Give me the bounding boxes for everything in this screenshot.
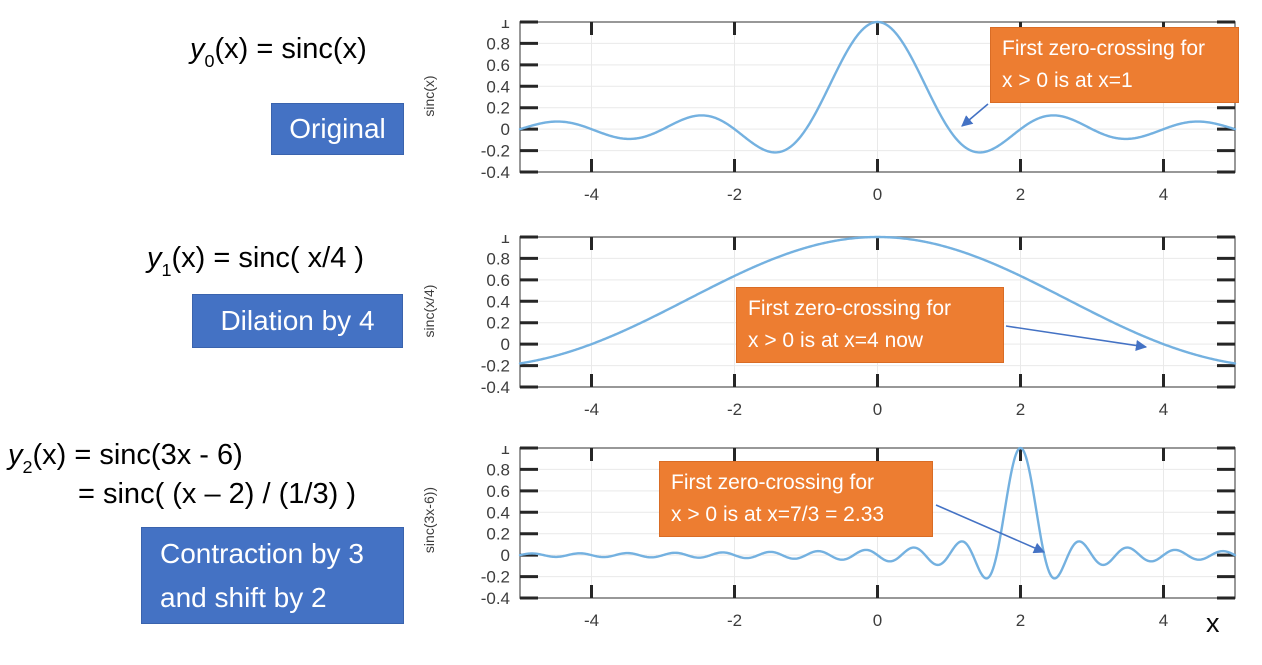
svg-text:0.4: 0.4 — [486, 292, 510, 311]
note-zero-crossing-2-line1: First zero-crossing for — [748, 297, 952, 320]
svg-text:0.8: 0.8 — [486, 249, 510, 268]
note-zero-crossing-2-line2: x > 0 is at x=4 now — [748, 329, 924, 352]
svg-text:0.6: 0.6 — [486, 271, 510, 290]
equation-y0-subscript: 0 — [204, 50, 215, 71]
equation-y0: y0(x) = sinc(x) — [190, 33, 367, 71]
svg-text:2: 2 — [1016, 400, 1025, 419]
svg-text:-0.2: -0.2 — [481, 357, 510, 376]
svg-text:1: 1 — [501, 20, 510, 32]
svg-text:-4: -4 — [584, 611, 599, 630]
equation-y2-line2: = sinc( (x – 2) / (1/3) ) — [78, 478, 356, 511]
tag-original: Original — [271, 103, 404, 155]
equation-y2-subscript: 2 — [22, 456, 33, 477]
svg-text:0: 0 — [501, 120, 510, 139]
tag-dilation-label: Dilation by 4 — [220, 305, 375, 336]
svg-text:0.8: 0.8 — [486, 34, 510, 53]
svg-text:-2: -2 — [727, 400, 742, 419]
svg-text:0.2: 0.2 — [486, 314, 510, 333]
svg-text:2: 2 — [1016, 611, 1025, 630]
svg-text:0: 0 — [501, 335, 510, 354]
svg-text:1: 1 — [501, 235, 510, 247]
svg-text:0.2: 0.2 — [486, 525, 510, 544]
svg-text:-2: -2 — [727, 611, 742, 630]
svg-text:1: 1 — [501, 446, 510, 458]
svg-text:-0.4: -0.4 — [481, 378, 510, 397]
svg-text:0.4: 0.4 — [486, 503, 510, 522]
note-zero-crossing-3: First zero-crossing for x > 0 is at x=7/… — [659, 461, 933, 537]
svg-text:2: 2 — [1016, 185, 1025, 204]
tag-dilation: Dilation by 4 — [192, 294, 403, 348]
equation-y2-line2-body: = sinc( (x – 2) / (1/3) ) — [78, 478, 356, 510]
equation-y1-subscript: 1 — [161, 259, 172, 280]
equation-y1-body: (x) = sinc( x/4 ) — [171, 242, 365, 274]
svg-text:-2: -2 — [727, 185, 742, 204]
tag-original-label: Original — [289, 113, 386, 144]
note-zero-crossing-3-line1: First zero-crossing for — [671, 471, 875, 494]
tag-contraction: Contraction by 3 and shift by 2 — [141, 527, 404, 624]
equation-y1: y1(x) = sinc( x/4 ) — [147, 242, 365, 280]
svg-text:0.6: 0.6 — [486, 482, 510, 501]
y-axis-label-sinc-x: sinc(x) — [421, 75, 437, 117]
svg-text:0: 0 — [873, 400, 882, 419]
note-zero-crossing-3-line2: x > 0 is at x=7/3 = 2.33 — [671, 503, 885, 526]
svg-text:-0.2: -0.2 — [481, 142, 510, 161]
equation-y2-body: (x) = sinc(3x - 6) — [32, 439, 243, 471]
y-axis-label-sinc-3x6: sinc(3x-6)) — [421, 486, 437, 554]
svg-text:-4: -4 — [584, 185, 599, 204]
svg-text:4: 4 — [1159, 400, 1168, 419]
note-zero-crossing-2: First zero-crossing for x > 0 is at x=4 … — [736, 287, 1004, 363]
svg-text:0: 0 — [873, 611, 882, 630]
svg-text:0.6: 0.6 — [486, 56, 510, 75]
svg-text:4: 4 — [1159, 611, 1168, 630]
svg-text:0: 0 — [873, 185, 882, 204]
svg-text:-0.4: -0.4 — [481, 589, 510, 608]
svg-text:4: 4 — [1159, 185, 1168, 204]
svg-text:-0.2: -0.2 — [481, 568, 510, 587]
equation-y0-body: (x) = sinc(x) — [214, 33, 367, 65]
svg-text:0.8: 0.8 — [486, 460, 510, 479]
note-zero-crossing-1-line1: First zero-crossing for — [1002, 37, 1206, 60]
svg-text:0: 0 — [501, 546, 510, 565]
tag-contraction-line2: and shift by 2 — [160, 582, 327, 613]
svg-text:-0.4: -0.4 — [481, 163, 510, 182]
svg-text:0.4: 0.4 — [486, 77, 510, 96]
plot-sinc-dilated: 1 0.8 0.6 0.4 0.2 0 -0.2 -0.4 -4 -2 0 2 4 — [481, 235, 1237, 419]
svg-text:-4: -4 — [584, 400, 599, 419]
equation-y2-line1: y2(x) = sinc(3x - 6) — [8, 439, 243, 477]
equation-y1-var: y — [147, 242, 162, 274]
y-axis-label-sinc-x4: sinc(x/4) — [421, 284, 437, 338]
plot-sinc-contracted: 1 0.8 0.6 0.4 0.2 0 -0.2 -0.4 -4 -2 0 2 4 — [481, 446, 1237, 630]
plot-sinc-original: 1 0.8 0.6 0.4 0.2 0 -0.2 -0.4 -4 -2 0 2 4 — [481, 20, 1237, 204]
svg-text:0.2: 0.2 — [486, 99, 510, 118]
x-axis-label: x — [1206, 608, 1220, 638]
note-zero-crossing-1: First zero-crossing for x > 0 is at x=1 — [990, 27, 1239, 103]
equation-y2-var: y — [8, 439, 23, 471]
tag-contraction-line1: Contraction by 3 — [160, 538, 364, 569]
note-zero-crossing-1-line2: x > 0 is at x=1 — [1002, 69, 1133, 92]
equation-y0-var: y — [190, 33, 205, 65]
